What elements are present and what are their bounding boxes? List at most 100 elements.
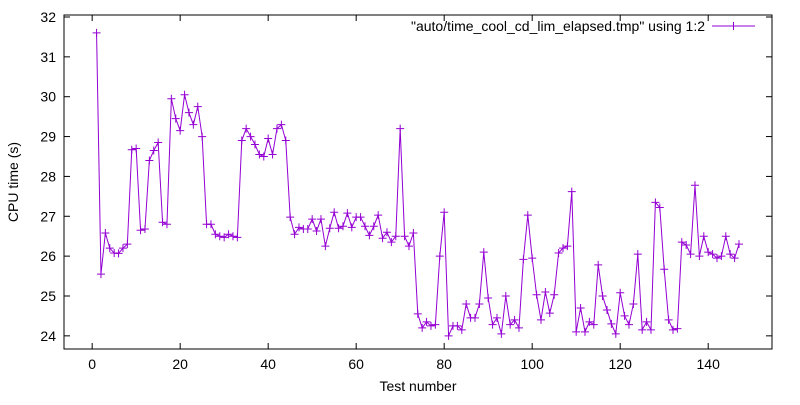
data-point [149, 146, 158, 155]
data-point [431, 320, 440, 329]
data-point [105, 244, 114, 253]
data-point [528, 254, 537, 263]
data-point [400, 232, 409, 241]
data-point [554, 248, 563, 257]
data-point [136, 226, 145, 235]
data-point [497, 329, 506, 338]
data-point [338, 222, 347, 231]
data-point [237, 136, 246, 145]
data-point [180, 90, 189, 99]
data-point [154, 138, 163, 147]
data-point [286, 213, 295, 222]
data-point [422, 317, 431, 326]
data-point [690, 181, 699, 190]
data-point [294, 223, 303, 232]
data-point [677, 238, 686, 247]
data-point [215, 232, 224, 241]
x-tick-label: 0 [88, 356, 96, 372]
data-point [532, 290, 541, 299]
data-point [440, 208, 449, 217]
data-point [730, 254, 739, 263]
data-point [510, 315, 519, 324]
data-point [387, 238, 396, 247]
y-tick-label: 24 [40, 328, 56, 344]
data-point [470, 313, 479, 322]
data-point [519, 255, 528, 264]
data-point [312, 227, 321, 236]
data-point [682, 240, 691, 249]
data-point [435, 252, 444, 261]
series-line [96, 32, 740, 337]
data-point [479, 248, 488, 257]
data-point [492, 313, 501, 322]
data-point [365, 231, 374, 240]
data-point [594, 260, 603, 269]
data-point [580, 327, 589, 336]
data-point [118, 244, 127, 253]
data-point [567, 187, 576, 196]
data-point [281, 136, 290, 145]
data-point [550, 290, 559, 299]
data-point [589, 320, 598, 329]
data-point [620, 311, 629, 320]
data-point [272, 124, 281, 133]
x-tick-label: 20 [172, 356, 188, 372]
data-point [695, 252, 704, 261]
data-point [140, 225, 149, 234]
data-point [321, 242, 330, 251]
data-point [250, 140, 259, 149]
data-point [660, 265, 669, 274]
data-point [193, 102, 202, 111]
data-point [176, 126, 185, 135]
data-point [127, 145, 136, 154]
data-point [668, 325, 677, 334]
data-point [396, 124, 405, 133]
data-point [572, 327, 581, 336]
y-tick-label: 30 [40, 89, 56, 105]
data-point [616, 288, 625, 297]
data-point [664, 315, 673, 324]
data-point [211, 230, 220, 239]
data-point [330, 208, 339, 217]
data-point [268, 150, 277, 159]
data-point [541, 288, 550, 297]
data-point [391, 232, 400, 241]
data-point [264, 134, 273, 143]
data-point [536, 315, 545, 324]
data-point [638, 325, 647, 334]
data-point [462, 299, 471, 308]
data-point [602, 305, 611, 314]
data-series [92, 28, 743, 340]
data-point [233, 233, 242, 242]
y-tick-label: 31 [40, 49, 56, 65]
data-point [629, 299, 638, 308]
data-point [255, 150, 264, 159]
y-axis-label: CPU time (s) [5, 142, 21, 222]
data-point [501, 291, 510, 300]
data-point [334, 224, 343, 233]
data-point [404, 242, 413, 251]
data-point [413, 309, 422, 318]
data-point [488, 320, 497, 329]
x-tick-label: 80 [436, 356, 452, 372]
y-tick-label: 28 [40, 168, 56, 184]
y-tick-label: 27 [40, 208, 56, 224]
data-point [101, 229, 110, 238]
data-point [475, 299, 484, 308]
data-point [206, 220, 215, 229]
data-point [409, 229, 418, 238]
data-point [246, 132, 255, 141]
data-point [712, 254, 721, 263]
data-point [721, 232, 730, 241]
axis-ticks: 0 20 40 60 80 100 120 140 24 25 26 27 28 29 30 31 32 [40, 9, 772, 372]
legend: "auto/time_cool_cd_lim_elapsed.tmp" usin… [411, 18, 755, 34]
data-point [686, 250, 695, 259]
data-point [655, 203, 664, 212]
data-point [444, 331, 453, 340]
data-point [356, 213, 365, 222]
data-point [374, 211, 383, 220]
data-point [114, 249, 123, 258]
data-point [347, 223, 356, 232]
data-point [171, 114, 180, 123]
